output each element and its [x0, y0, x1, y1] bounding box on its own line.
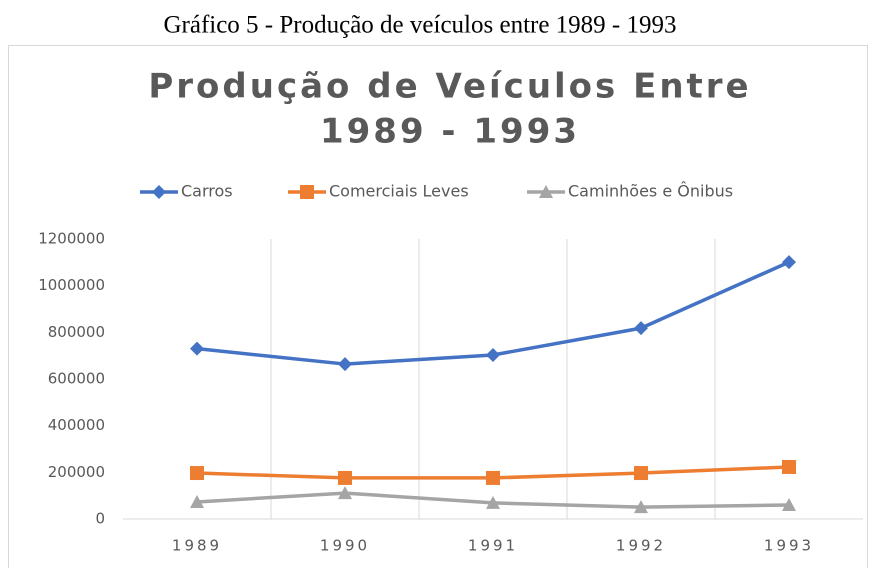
x-tick-label: 1990	[320, 537, 370, 555]
point	[782, 498, 796, 511]
point	[782, 459, 796, 474]
y-tick-label: 0	[95, 510, 105, 528]
x-tick-label: 1993	[764, 537, 814, 555]
x-tick-label: 1992	[616, 537, 666, 555]
y-tick-label: 200000	[48, 463, 105, 481]
caption: Gráfico 5 - Produção de veículos entre 1…	[163, 12, 676, 39]
point	[190, 466, 204, 481]
point	[190, 494, 204, 508]
y-tick-label: 800000	[48, 323, 105, 341]
legend-marker	[152, 185, 166, 199]
point	[486, 470, 500, 485]
point	[338, 357, 352, 372]
point	[190, 341, 204, 356]
point	[486, 347, 500, 362]
chart-title: Produção de Veículos Entre	[148, 67, 751, 107]
x-tick-label: 1989	[172, 537, 222, 555]
legend-label: Comerciais Leves	[329, 182, 469, 201]
y-tick-label: 600000	[48, 370, 105, 388]
chart-border	[8, 45, 868, 568]
y-tick-label: 400000	[48, 416, 105, 434]
point	[634, 500, 648, 514]
y-tick-label: 1200000	[38, 230, 105, 248]
point	[634, 466, 648, 481]
legend-label: Carros	[181, 182, 233, 201]
point	[338, 486, 352, 500]
legend-marker	[300, 185, 314, 199]
point	[338, 470, 352, 485]
point	[782, 255, 796, 270]
x-tick-label: 1991	[468, 537, 518, 555]
legend-label: Caminhões e Ônibus	[568, 182, 733, 201]
legend-marker	[539, 185, 553, 198]
chart-title: 1989 - 1993	[320, 112, 580, 152]
y-tick-label: 1000000	[38, 276, 105, 294]
point	[634, 321, 648, 336]
point	[486, 495, 500, 509]
